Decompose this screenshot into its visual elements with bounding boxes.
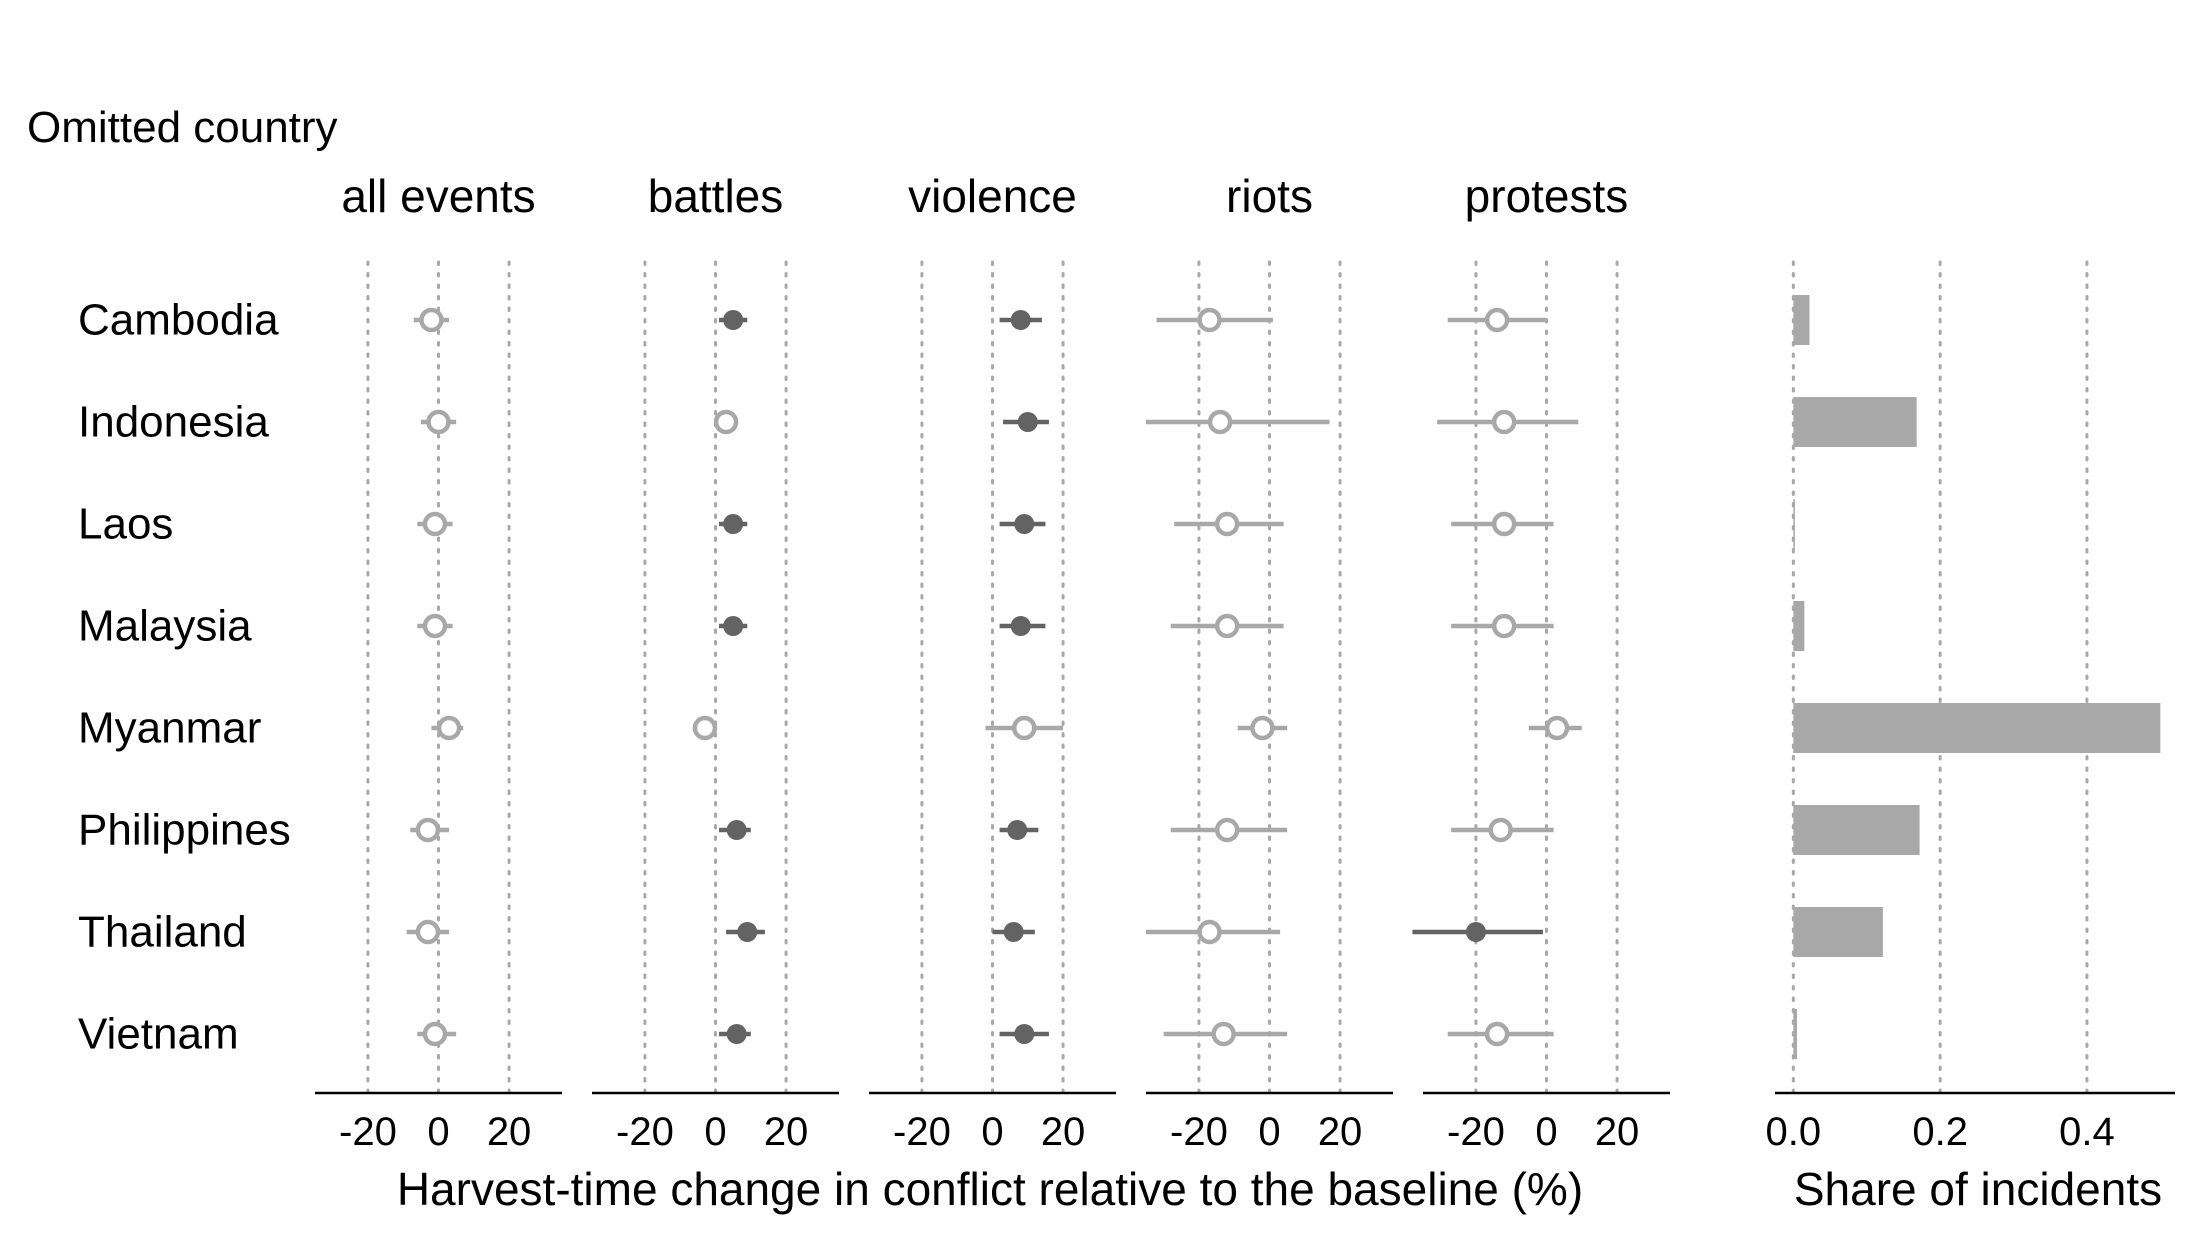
share-bar-malaysia — [1793, 601, 1805, 651]
x-tick-label-all-events--20: -20 — [339, 1110, 397, 1154]
estimate-point-all-events-vietnam — [422, 1021, 448, 1047]
share-axis-title: Share of incidents — [1794, 1163, 2162, 1215]
x-tick-label-violence-0: 0 — [981, 1110, 1003, 1154]
share-bar-vietnam — [1793, 1009, 1798, 1059]
estimate-point-riots-philippines — [1214, 817, 1240, 843]
facet-all-events: all events -20 0 20 — [315, 170, 562, 1154]
estimate-point-protests-malaysia — [1491, 613, 1517, 639]
estimate-point-riots-cambodia — [1197, 307, 1222, 333]
facet-battles: battles -20 0 20 — [592, 170, 839, 1154]
facet-title-battles: battles — [648, 170, 784, 222]
estimate-point-all-events-laos — [422, 511, 448, 537]
estimate-point-protests-vietnam — [1484, 1021, 1510, 1047]
facet-protests: protests -20 0 20 — [1412, 170, 1670, 1154]
x-tick-label-riots-0: 0 — [1258, 1110, 1280, 1154]
estimate-point-all-events-philippines — [415, 817, 441, 843]
estimate-point-riots-vietnam — [1211, 1021, 1236, 1047]
estimate-point-riots-malaysia — [1214, 613, 1240, 639]
share-bar-philippines — [1793, 805, 1920, 855]
x-tick-label-violence--20: -20 — [893, 1110, 951, 1154]
share-tick-label-0-2: 0.2 — [1912, 1110, 1968, 1154]
x-tick-label-all-events-0: 0 — [427, 1110, 449, 1154]
estimate-point-violence-cambodia — [1010, 310, 1031, 330]
share-bar-indonesia — [1793, 397, 1917, 447]
x-tick-label-protests-0: 0 — [1535, 1110, 1557, 1154]
x-tick-label-battles--20: -20 — [616, 1110, 674, 1154]
estimate-point-all-events-indonesia — [426, 409, 451, 435]
x-tick-label-violence-20: 20 — [1041, 1110, 1086, 1154]
share-tick-label-0-0: 0.0 — [1766, 1110, 1822, 1154]
estimate-point-violence-myanmar — [1012, 715, 1037, 741]
estimate-point-protests-myanmar — [1544, 715, 1570, 741]
x-tick-label-all-events-20: 20 — [487, 1110, 532, 1154]
country-label-malaysia: Malaysia — [78, 602, 252, 651]
share-panel: 0.0 0.2 0.4 — [1766, 260, 2175, 1154]
share-bar-myanmar — [1793, 703, 2161, 753]
x-tick-label-protests--20: -20 — [1447, 1110, 1505, 1154]
estimate-point-battles-philippines — [726, 820, 747, 840]
estimate-point-protests-laos — [1491, 511, 1517, 537]
share-bar-laos — [1793, 499, 1795, 549]
estimate-point-protests-philippines — [1488, 817, 1513, 843]
estimate-point-all-events-myanmar — [436, 715, 462, 741]
estimate-point-battles-laos — [723, 514, 744, 534]
facet-title-all-events: all events — [341, 170, 535, 222]
facet-riots: riots -20 0 20 — [1146, 170, 1393, 1154]
estimate-point-violence-thailand — [1003, 922, 1024, 942]
estimate-point-violence-vietnam — [1014, 1024, 1035, 1044]
country-label-cambodia: Cambodia — [78, 296, 279, 345]
estimate-point-riots-laos — [1214, 511, 1240, 537]
estimate-point-all-events-cambodia — [419, 307, 444, 333]
facet-title-riots: riots — [1226, 170, 1313, 222]
facet-violence: violence -20 0 20 — [869, 170, 1116, 1154]
estimate-point-battles-cambodia — [723, 310, 744, 330]
share-bar-cambodia — [1793, 295, 1810, 345]
estimate-point-violence-malaysia — [1010, 616, 1031, 636]
estimate-point-battles-malaysia — [723, 616, 744, 636]
facet-title-protests: protests — [1465, 170, 1629, 222]
country-label-indonesia: Indonesia — [78, 398, 269, 447]
estimate-point-violence-laos — [1014, 514, 1035, 534]
estimate-point-battles-vietnam — [726, 1024, 747, 1044]
facet-title-violence: violence — [908, 170, 1077, 222]
estimate-point-protests-indonesia — [1491, 409, 1517, 435]
estimate-point-battles-thailand — [737, 922, 758, 942]
x-tick-label-riots-20: 20 — [1318, 1110, 1363, 1154]
estimate-point-riots-myanmar — [1250, 715, 1275, 741]
estimate-point-battles-indonesia — [713, 409, 739, 435]
estimate-point-battles-myanmar — [692, 715, 718, 741]
country-label-myanmar: Myanmar — [78, 704, 261, 753]
country-labels: Cambodia Indonesia Laos Malaysia Myanmar Phil… — [78, 296, 291, 1059]
estimate-point-all-events-malaysia — [422, 613, 448, 639]
country-label-philippines: Philippines — [78, 806, 291, 855]
estimate-facets: all events -20 0 20 battles -20 0 20 violence -20… — [315, 170, 1670, 1154]
x-tick-label-battles-20: 20 — [764, 1110, 809, 1154]
x-axis-title: Harvest-time change in conflict relative… — [397, 1163, 1583, 1215]
country-label-thailand: Thailand — [78, 908, 247, 957]
estimate-point-violence-philippines — [1007, 820, 1028, 840]
estimate-point-all-events-thailand — [415, 919, 441, 945]
x-tick-label-protests-20: 20 — [1595, 1110, 1640, 1154]
country-label-laos: Laos — [78, 500, 173, 549]
x-tick-label-riots--20: -20 — [1170, 1110, 1228, 1154]
estimate-point-riots-indonesia — [1207, 409, 1233, 435]
estimate-point-riots-thailand — [1197, 919, 1222, 945]
country-label-vietnam: Vietnam — [78, 1010, 239, 1059]
estimate-point-violence-indonesia — [1017, 412, 1038, 432]
share-tick-label-0-4: 0.4 — [2059, 1110, 2115, 1154]
y-axis-title: Omitted country — [27, 103, 338, 152]
estimate-point-protests-cambodia — [1484, 307, 1510, 333]
share-bar-thailand — [1793, 907, 1883, 957]
x-tick-label-battles-0: 0 — [704, 1110, 726, 1154]
estimate-point-protests-thailand — [1465, 922, 1486, 942]
